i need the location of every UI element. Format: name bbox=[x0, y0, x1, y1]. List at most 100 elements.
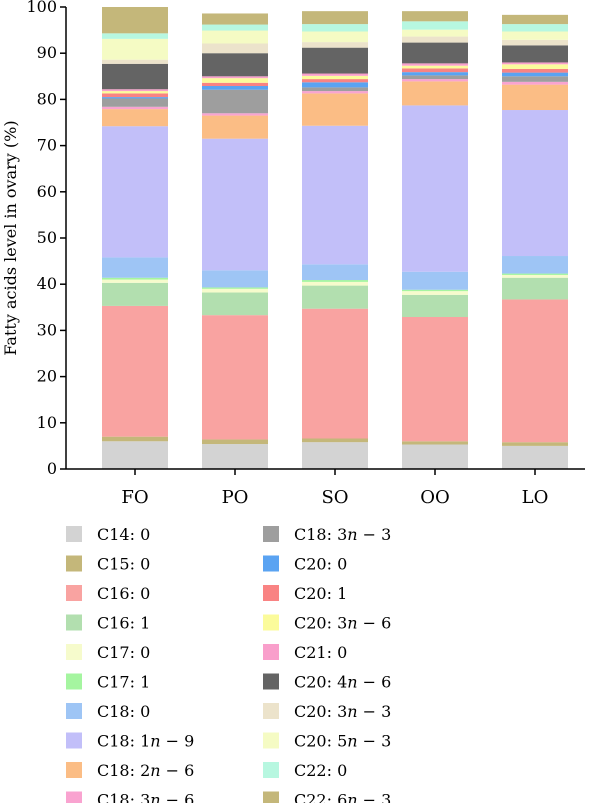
bar-segment bbox=[202, 53, 268, 77]
bar-segment bbox=[102, 257, 168, 278]
bar-segment bbox=[402, 441, 468, 445]
bar-segment bbox=[102, 98, 168, 107]
bar-segment bbox=[202, 439, 268, 445]
legend-label: C21: 0 bbox=[294, 643, 347, 662]
bar-segment bbox=[402, 75, 468, 80]
bar-segment bbox=[302, 75, 368, 80]
bar-segment bbox=[502, 256, 568, 274]
bar-segment bbox=[502, 45, 568, 63]
bar-segment bbox=[202, 113, 268, 116]
legend-swatch bbox=[66, 555, 82, 572]
legend-swatch bbox=[263, 762, 279, 778]
y-axis: 0 10 20 30 40 50 60 70 80 90 100 bbox=[26, 0, 67, 478]
legend-label: C18: 3n − 6 bbox=[97, 791, 194, 803]
plot-area bbox=[102, 7, 568, 469]
legend-swatch bbox=[263, 791, 279, 803]
y-tick-label: 10 bbox=[37, 413, 57, 432]
bar-segment bbox=[402, 68, 468, 73]
bar-segment bbox=[502, 31, 568, 40]
bar-segment bbox=[502, 81, 568, 85]
bar-segment bbox=[202, 24, 268, 31]
bar-segment bbox=[402, 81, 468, 106]
bar-segment bbox=[102, 33, 168, 39]
legend-label: C18: 3n − 3 bbox=[294, 525, 391, 544]
bar-segment bbox=[502, 277, 568, 300]
bar-segment bbox=[302, 91, 368, 94]
bar-segment bbox=[402, 29, 468, 37]
x-tick-label: OO bbox=[420, 487, 450, 508]
bar-segment bbox=[202, 86, 268, 90]
y-tick-label: 40 bbox=[37, 274, 57, 293]
bar-segment bbox=[402, 271, 468, 290]
x-tick-label: SO bbox=[321, 487, 348, 508]
legend-swatch bbox=[263, 673, 279, 690]
bar-segment bbox=[402, 11, 468, 22]
legend-swatch bbox=[66, 614, 82, 631]
legend-label: C18: 2n − 6 bbox=[97, 761, 194, 780]
legend-swatch bbox=[66, 673, 82, 690]
bar-segment bbox=[302, 24, 368, 32]
bar-segment bbox=[202, 78, 268, 83]
bar-segment bbox=[102, 305, 168, 437]
legend-label: C17: 0 bbox=[97, 643, 150, 662]
bar-segment bbox=[402, 42, 468, 64]
bar-segment bbox=[402, 105, 468, 272]
legend-swatch bbox=[263, 555, 279, 572]
bar-segment bbox=[102, 91, 168, 94]
y-tick-label: 60 bbox=[37, 182, 57, 201]
bar-segment bbox=[502, 62, 568, 65]
x-axis: FO PO SO OO LO bbox=[66, 468, 585, 508]
bar-segment bbox=[102, 277, 168, 280]
bar-segment bbox=[402, 72, 468, 76]
bar-segment bbox=[202, 76, 268, 79]
legend-swatch bbox=[66, 791, 82, 803]
legend-swatch bbox=[66, 644, 82, 660]
bar-segment bbox=[302, 264, 368, 281]
legend-label: C22: 6n − 3 bbox=[294, 791, 391, 803]
bar-segment bbox=[302, 308, 368, 439]
bar-segment bbox=[402, 289, 468, 292]
bar-segment bbox=[202, 287, 268, 289]
legend-label: C14: 0 bbox=[97, 525, 150, 544]
legend-swatch bbox=[263, 732, 279, 749]
bar-segment bbox=[502, 76, 568, 82]
y-tick-label: 0 bbox=[47, 459, 57, 478]
bar-segment bbox=[302, 87, 368, 92]
bar-segment bbox=[202, 138, 268, 271]
legend-swatch bbox=[263, 703, 279, 719]
legend-swatch bbox=[263, 644, 279, 660]
bar-segment bbox=[502, 299, 568, 443]
bar-segment bbox=[502, 68, 568, 73]
y-tick-label: 70 bbox=[37, 136, 57, 155]
bar-segment bbox=[502, 274, 568, 278]
bar-segment bbox=[502, 72, 568, 77]
legend-swatch bbox=[263, 585, 279, 601]
bar-segment bbox=[102, 97, 168, 99]
bar-segment bbox=[302, 47, 368, 74]
bar-segment bbox=[202, 115, 268, 139]
legend-label: C20: 1 bbox=[294, 584, 347, 603]
bar-segment bbox=[202, 82, 268, 87]
bar-segment bbox=[402, 317, 468, 442]
legend-label: C15: 0 bbox=[97, 555, 150, 574]
bar-segment bbox=[202, 89, 268, 114]
bar-segment bbox=[202, 315, 268, 440]
bar-segment bbox=[102, 63, 168, 90]
legend-swatch bbox=[263, 526, 279, 542]
bar-segment bbox=[302, 73, 368, 76]
bar-segment bbox=[402, 63, 468, 66]
legend-label: C16: 1 bbox=[97, 614, 150, 633]
bar-segment bbox=[302, 42, 368, 48]
bar-segment bbox=[302, 281, 368, 286]
bar-segment bbox=[102, 436, 168, 442]
bar-segment bbox=[102, 38, 168, 60]
legend-swatch bbox=[66, 732, 82, 749]
bar-segment bbox=[402, 21, 468, 30]
legend-swatch bbox=[66, 526, 82, 542]
legend-label: C20: 3n − 6 bbox=[294, 614, 391, 633]
legend-label: C17: 1 bbox=[97, 673, 150, 692]
y-tick-label: 80 bbox=[37, 89, 57, 108]
legend-label: C22: 0 bbox=[294, 761, 347, 780]
bar-segment bbox=[102, 441, 168, 469]
